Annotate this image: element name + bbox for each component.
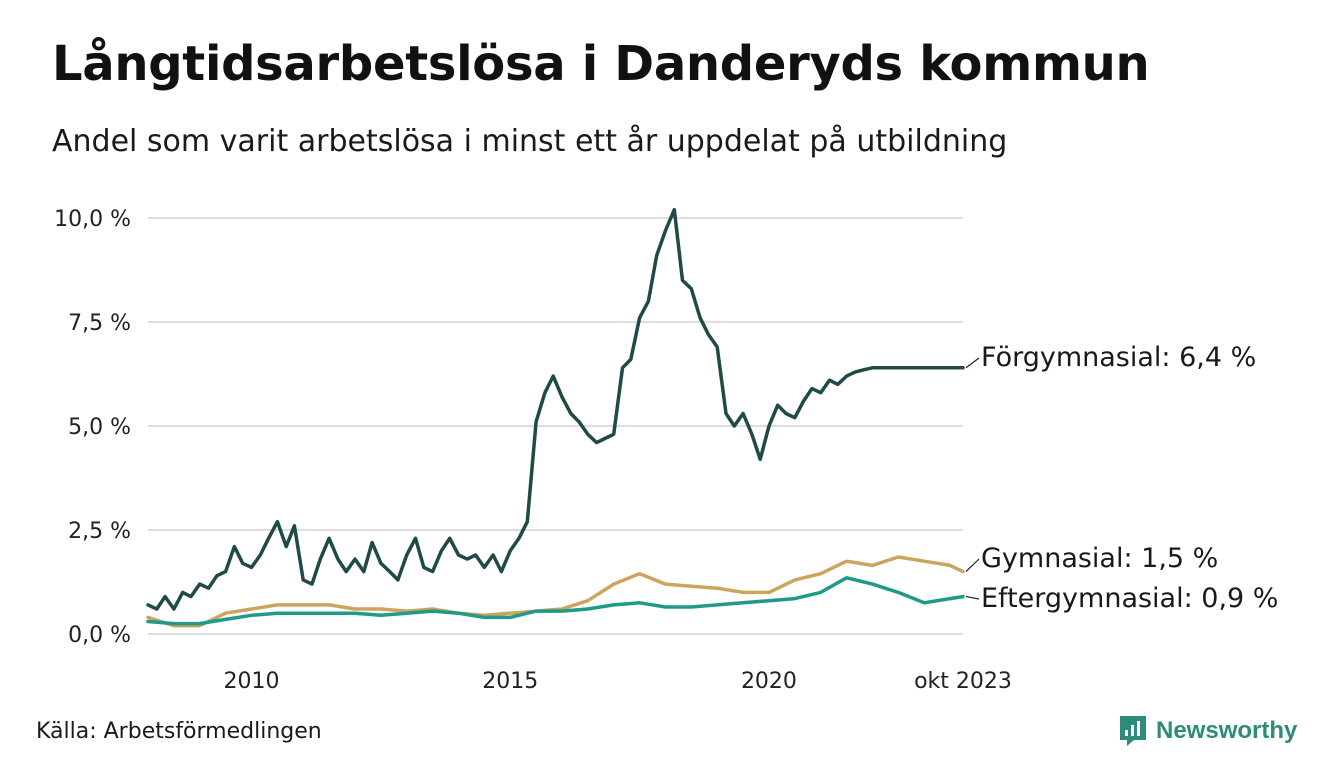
brand-name: Newsworthy xyxy=(1156,717,1298,744)
line-chart: 0,0 % 2,5 % 5,0 % 7,5 % 10,0 % 2010 2015 2020 o… xyxy=(54,207,1278,694)
y-axis-ticks: 0,0 % 2,5 % 5,0 % 7,5 % 10,0 % xyxy=(54,207,131,648)
y-tick-label: 5,0 % xyxy=(68,415,131,440)
x-tick-label: 2020 xyxy=(741,669,797,694)
series-line-eftergymnasial xyxy=(146,576,965,626)
y-tick-label: 2,5 % xyxy=(68,519,131,544)
end-label-gymnasial: Gymnasial: 1,5 % xyxy=(981,543,1218,574)
y-tick-label: 0,0 % xyxy=(68,623,131,648)
series-line-forgymnasial xyxy=(146,207,965,611)
label-leader-line xyxy=(965,357,980,369)
newsworthy-logo-icon xyxy=(1120,716,1146,746)
source-note: Källa: Arbetsförmedlingen xyxy=(36,719,322,744)
series-line-gymnasial xyxy=(146,555,965,628)
x-tick-label: 2010 xyxy=(223,669,279,694)
y-tick-label: 10,0 % xyxy=(54,207,131,232)
newsworthy-logo[interactable]: Newsworthy xyxy=(1118,714,1297,748)
end-label-forgymnasial: Förgymnasial: 6,4 % xyxy=(981,342,1256,373)
x-axis-ticks: 2010 2015 2020 okt 2023 xyxy=(223,669,1011,694)
end-label-eftergymnasial: Eftergymnasial: 0,9 % xyxy=(981,583,1278,614)
gridlines xyxy=(148,217,963,635)
chart-subtitle: Andel som varit arbetslösa i minst ett å… xyxy=(52,124,1008,159)
y-tick-label: 7,5 % xyxy=(68,311,131,336)
end-labels: Förgymnasial: 6,4 % Gymnasial: 1,5 % Efter… xyxy=(965,342,1278,614)
x-tick-label: 2015 xyxy=(482,669,538,694)
series-lines xyxy=(146,207,965,628)
x-tick-label: okt 2023 xyxy=(914,669,1012,694)
chart-title: Långtidsarbetslösa i Danderyds kommun xyxy=(52,36,1150,92)
label-leader-line xyxy=(965,558,980,573)
label-leader-line xyxy=(965,595,980,600)
